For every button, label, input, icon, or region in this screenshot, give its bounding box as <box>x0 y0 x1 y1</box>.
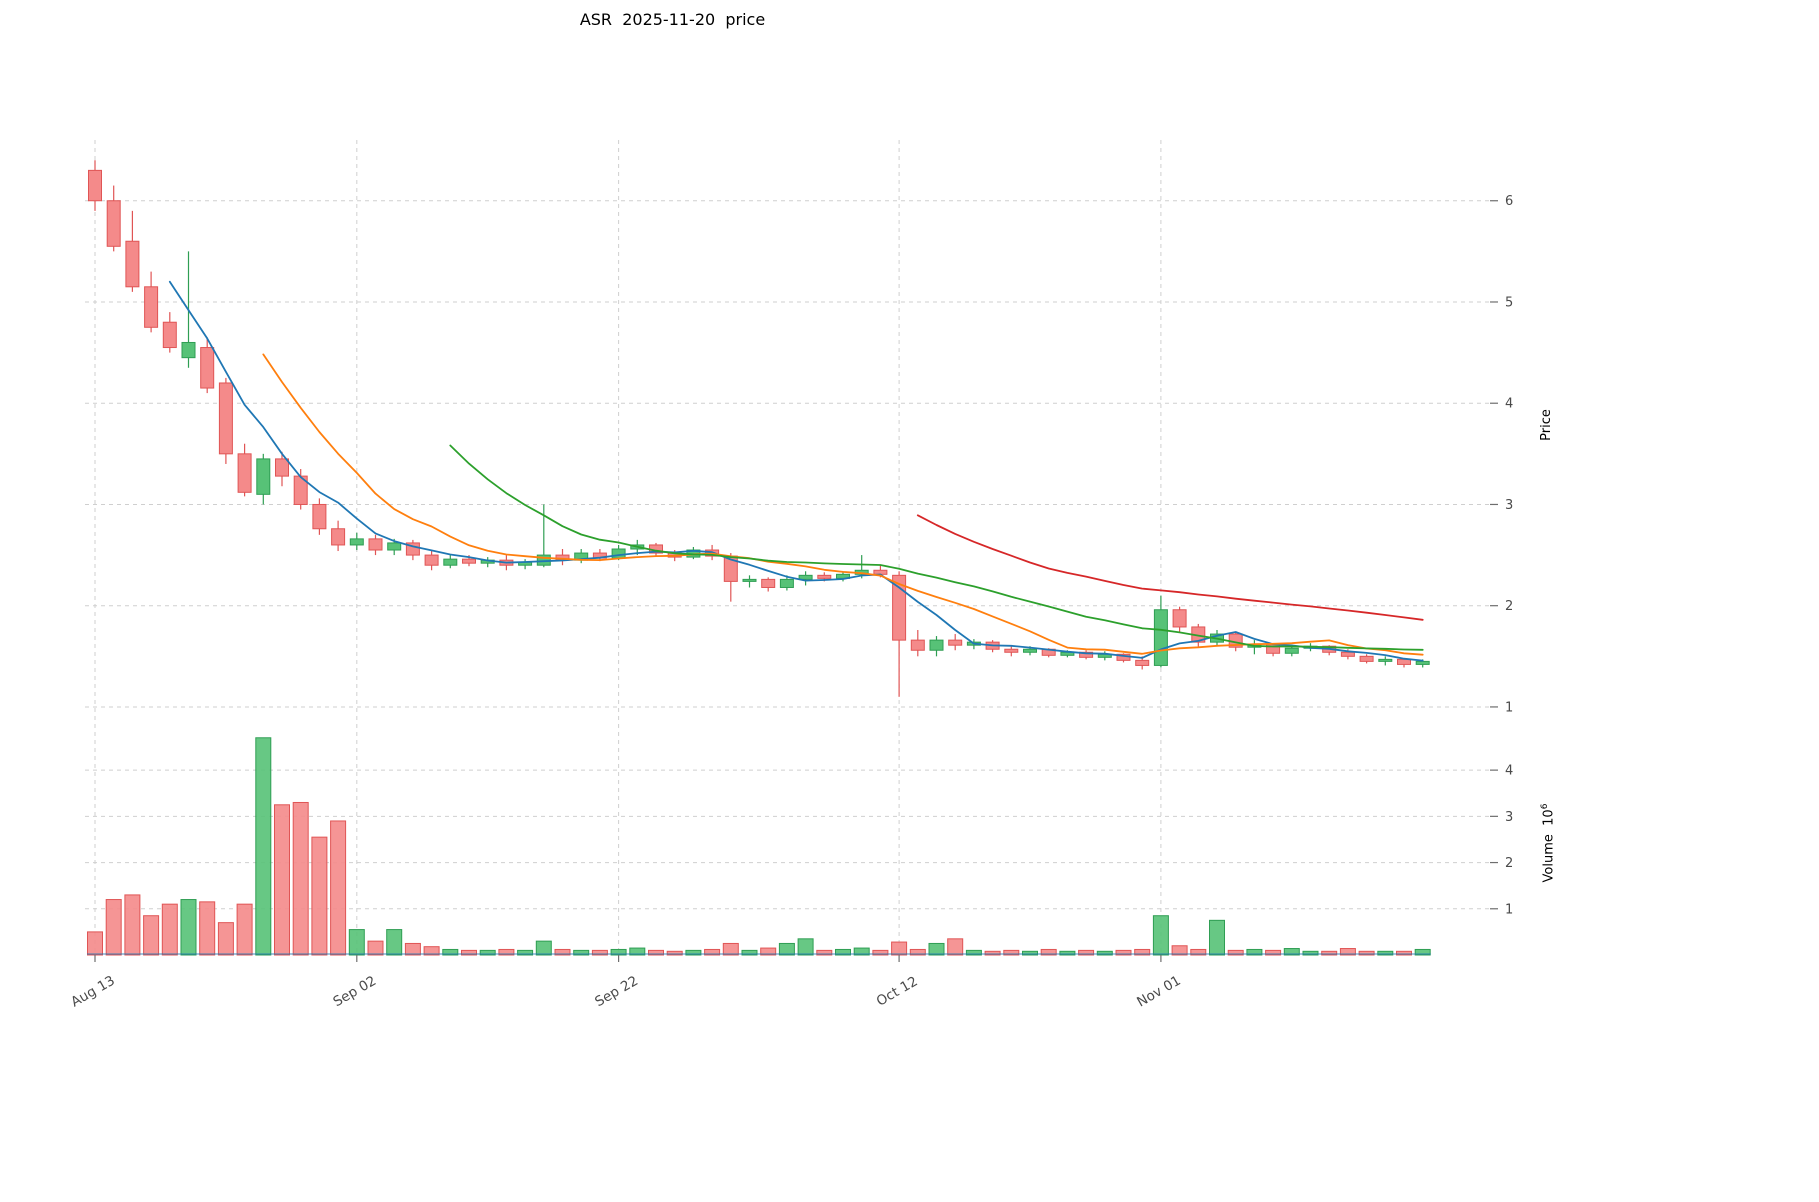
svg-text:Sep 02: Sep 02 <box>330 973 379 1010</box>
candles-layer <box>88 160 1430 697</box>
volume-axis-label: Volume 106 <box>1540 785 1558 901</box>
svg-text:4: 4 <box>1505 764 1513 779</box>
svg-text:3: 3 <box>1505 810 1513 825</box>
volume-axis-label-base: Volume 10 <box>1541 809 1557 883</box>
svg-text:1: 1 <box>1505 902 1513 917</box>
svg-text:3: 3 <box>1505 498 1513 513</box>
svg-text:Aug 13: Aug 13 <box>68 973 117 1011</box>
svg-text:Oct 12: Oct 12 <box>874 973 921 1009</box>
svg-text:4: 4 <box>1505 397 1513 412</box>
svg-text:1: 1 <box>1505 700 1513 715</box>
chart-title: ASR 2025-11-20 price <box>579 10 766 29</box>
ma-layer <box>168 280 1424 662</box>
volume-axis-label-exponent: 6 <box>1540 803 1550 810</box>
svg-text:6: 6 <box>1505 194 1513 209</box>
svg-text:2: 2 <box>1505 599 1513 614</box>
svg-text:2: 2 <box>1505 856 1513 871</box>
svg-text:5: 5 <box>1505 295 1513 310</box>
price-axis-label: Price <box>1539 409 1554 441</box>
volume-layer <box>87 737 1431 956</box>
svg-text:Nov 01: Nov 01 <box>1134 973 1183 1011</box>
svg-text:Sep 22: Sep 22 <box>592 973 641 1010</box>
